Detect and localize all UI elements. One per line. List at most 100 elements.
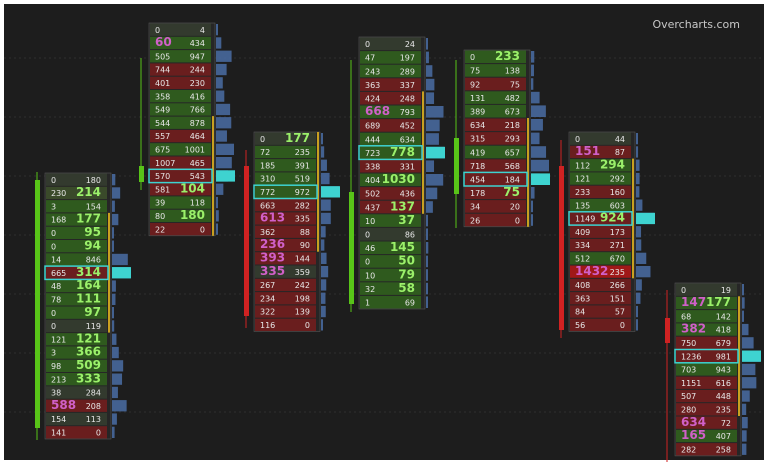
ask-volume: 177 bbox=[706, 295, 731, 309]
bid-volume: 557 bbox=[155, 132, 170, 141]
footprint-row bbox=[465, 145, 526, 159]
bid-volume: 1007 bbox=[155, 159, 175, 168]
bid-volume: 280 bbox=[681, 406, 696, 415]
footprint-row bbox=[676, 350, 737, 363]
footprint-row bbox=[255, 225, 316, 238]
ask-volume: 337 bbox=[400, 81, 415, 90]
ask-volume: 509 bbox=[76, 358, 101, 372]
footprint-row bbox=[46, 306, 107, 319]
ask-volume: 0 bbox=[515, 216, 520, 225]
ask-volume: 177 bbox=[285, 131, 310, 145]
bid-volume: 233 bbox=[575, 188, 590, 197]
footprint-row bbox=[360, 173, 421, 187]
ask-volume: 0 bbox=[620, 321, 625, 330]
bid-volume: 141 bbox=[51, 429, 66, 438]
bid-volume: 437 bbox=[365, 203, 380, 212]
value-area-strip bbox=[527, 118, 529, 227]
ask-volume: 142 bbox=[716, 312, 731, 321]
ask-volume: 119 bbox=[86, 322, 101, 331]
footprint-row bbox=[150, 90, 211, 103]
ask-volume: 69 bbox=[405, 299, 415, 308]
footprint-row bbox=[676, 296, 737, 310]
bid-volume: 507 bbox=[681, 392, 696, 401]
bid-volume: 121 bbox=[51, 335, 66, 344]
volume-bar bbox=[426, 38, 428, 50]
footprint-row bbox=[46, 240, 107, 253]
candle-4: 0 24 47 197 243 289 363 337 424 248 668 793 689 452 44… bbox=[349, 36, 445, 312]
footprint-row bbox=[46, 266, 107, 279]
volume-bar bbox=[426, 133, 439, 145]
volume-bar bbox=[216, 130, 227, 142]
footprint-row bbox=[570, 265, 631, 278]
bid-volume: 0 bbox=[365, 231, 370, 240]
ask-volume: 244 bbox=[190, 66, 205, 75]
volume-bar bbox=[742, 297, 745, 309]
volume-bar bbox=[636, 305, 638, 318]
volume-bar bbox=[112, 400, 127, 412]
bid-volume: 92 bbox=[470, 80, 480, 89]
ask-volume: 436 bbox=[400, 190, 415, 199]
bid-volume: 72 bbox=[260, 148, 270, 157]
footprint-row bbox=[150, 76, 211, 89]
volume-bar bbox=[426, 78, 435, 91]
poc-volume-marker bbox=[321, 186, 340, 198]
volume-bar bbox=[216, 183, 224, 195]
footprint-row bbox=[46, 359, 107, 372]
ask-volume: 75 bbox=[510, 80, 520, 89]
candle-body bbox=[244, 166, 249, 316]
candle-body bbox=[139, 166, 144, 182]
bid-volume: 310 bbox=[260, 175, 275, 184]
ask-volume: 366 bbox=[76, 345, 101, 359]
volume-bar bbox=[112, 227, 114, 239]
bid-volume: 588 bbox=[51, 398, 76, 412]
bid-volume: 135 bbox=[575, 201, 590, 210]
footprint-row bbox=[570, 292, 631, 305]
bid-volume: 1 bbox=[365, 299, 370, 308]
bid-volume: 1149 bbox=[575, 215, 595, 224]
footprint-row bbox=[570, 318, 631, 331]
ask-volume: 258 bbox=[716, 445, 731, 454]
footprint-row bbox=[360, 241, 421, 255]
ask-volume: 230 bbox=[190, 79, 205, 88]
footprint-row bbox=[150, 223, 211, 236]
ask-volume: 137 bbox=[390, 199, 415, 213]
bid-volume: 47 bbox=[365, 54, 375, 63]
volume-bar bbox=[216, 143, 234, 155]
bid-volume: 0 bbox=[470, 53, 475, 62]
bid-volume: 675 bbox=[155, 146, 170, 155]
volume-bar bbox=[742, 284, 744, 296]
bid-volume: 84 bbox=[575, 308, 585, 317]
volume-bar bbox=[112, 360, 124, 372]
ask-volume: 19 bbox=[721, 286, 731, 295]
footprint-row bbox=[46, 319, 107, 333]
bid-volume: 358 bbox=[155, 92, 170, 101]
volume-bar bbox=[321, 292, 326, 304]
volume-bar bbox=[112, 426, 115, 438]
bid-volume: 404 bbox=[365, 176, 380, 185]
footprint-row bbox=[255, 252, 316, 265]
volume-bar bbox=[531, 51, 535, 63]
volume-bar bbox=[426, 65, 433, 77]
candle-5: 0 233 75 138 92 75 131 482 389 673 634 218 315 293 419… bbox=[454, 49, 550, 228]
volume-bar bbox=[636, 292, 641, 304]
footprint-row bbox=[150, 183, 211, 196]
volume-bar bbox=[742, 443, 747, 455]
footprint-row bbox=[46, 426, 107, 439]
bid-volume: 419 bbox=[470, 148, 485, 157]
ask-volume: 218 bbox=[505, 121, 520, 130]
volume-bar bbox=[216, 157, 232, 169]
ask-volume: 616 bbox=[716, 379, 731, 388]
footprint-row bbox=[255, 305, 316, 318]
ask-volume: 679 bbox=[716, 339, 731, 348]
ask-volume: 359 bbox=[295, 268, 310, 277]
bid-volume: 382 bbox=[681, 322, 706, 336]
ask-volume: 58 bbox=[398, 281, 415, 295]
volume-bar bbox=[426, 160, 435, 172]
volume-bar bbox=[112, 293, 116, 305]
bid-volume: 444 bbox=[365, 135, 380, 144]
bid-volume: 185 bbox=[260, 161, 275, 170]
footprint-row bbox=[255, 159, 316, 172]
bid-volume: 98 bbox=[51, 362, 61, 371]
ask-volume: 242 bbox=[295, 281, 310, 290]
bid-volume: 10 bbox=[365, 271, 375, 280]
